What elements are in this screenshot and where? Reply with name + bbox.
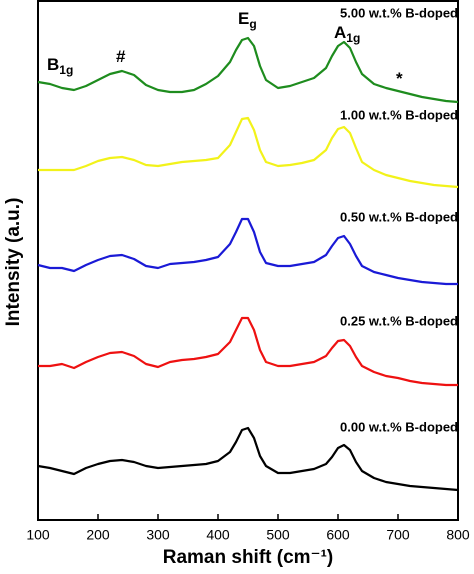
spectrum-line (37, 36, 459, 104)
series-label: 1.00 w.t.% B-doped (340, 107, 458, 122)
x-tick-label: 700 (386, 527, 410, 543)
series-label: 5.00 w.t.% B-doped (340, 5, 458, 20)
annotation-subscript: 1g (59, 63, 73, 77)
peak-annotation: # (116, 47, 126, 66)
peak-annotation: B1g (47, 55, 73, 77)
spectrum-line (38, 116, 459, 189)
annotation-text: # (116, 47, 126, 66)
series-label: 0.50 w.t.% B-doped (340, 209, 458, 224)
x-axis-title: Raman shift (cm⁻¹) (163, 547, 334, 568)
series-label: 0.00 w.t.% B-doped (340, 419, 458, 434)
peak-annotation: * (396, 69, 403, 88)
annotation-text: * (396, 69, 403, 88)
plot-frame (37, 0, 459, 521)
peak-annotation: Eg (238, 9, 257, 31)
annotation-subscript: g (249, 17, 256, 31)
x-tick-label: 500 (266, 527, 290, 543)
x-tick-label: 200 (86, 527, 110, 543)
spectrum-line (37, 217, 458, 286)
x-tick-label: 800 (446, 527, 470, 543)
x-tick-label: 400 (206, 527, 230, 543)
y-axis-title: Intensity (a.u.) (3, 198, 24, 327)
x-tick-label: 100 (26, 527, 50, 543)
annotation-text: E (238, 9, 249, 28)
spectrum-line (38, 316, 458, 387)
annotation-text: B (47, 55, 59, 74)
annotation-subscript: 1g (346, 31, 360, 45)
series-label: 0.25 w.t.% B-doped (340, 313, 458, 328)
annotation-text: A (334, 23, 346, 42)
x-tick-label: 300 (146, 527, 170, 543)
peak-annotation: A1g (334, 23, 360, 45)
x-tick-label: 600 (326, 527, 350, 543)
spectrum-line (37, 426, 459, 492)
